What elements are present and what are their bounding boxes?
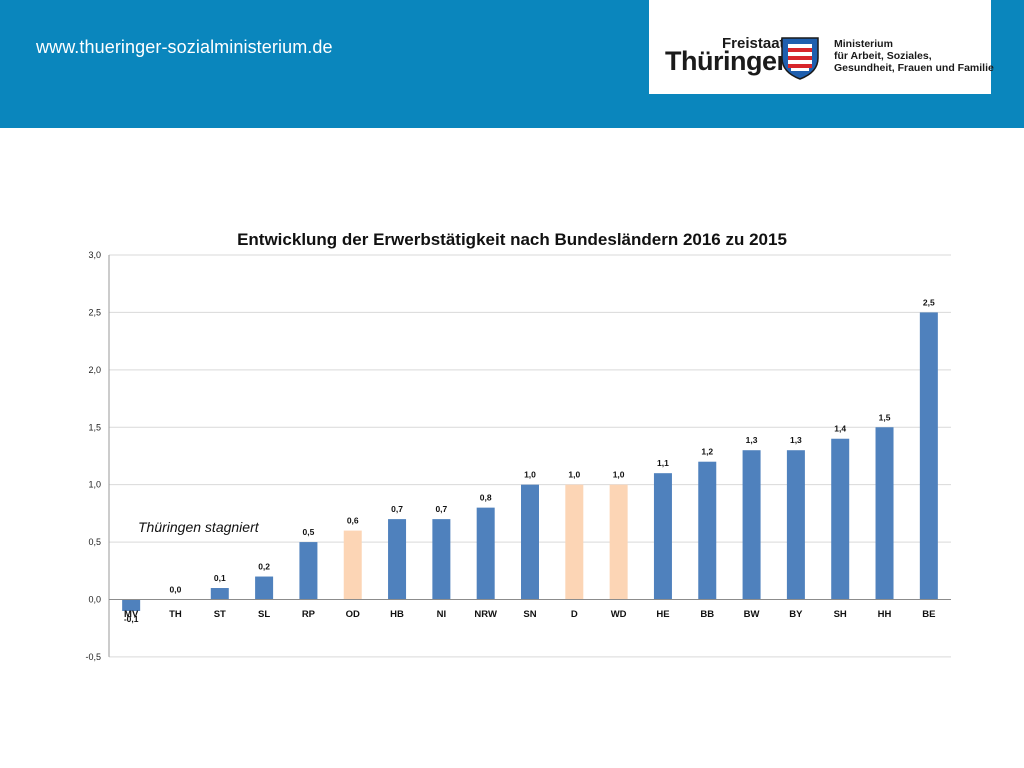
bar-he: [653, 473, 672, 600]
x-tick-label: RP: [302, 609, 316, 620]
bar-sl: [255, 576, 274, 600]
data-label: 0,5: [303, 527, 315, 537]
ministry-line: Gesundheit, Frauen und Familie: [834, 62, 994, 74]
bar-hh: [875, 427, 894, 600]
ministry-line: für Arbeit, Soziales,: [834, 50, 932, 62]
data-label: 1,3: [746, 435, 758, 445]
y-tick-label: 0,0: [88, 595, 101, 605]
ministry-line: Ministerium: [834, 38, 893, 50]
data-label: 0,7: [435, 504, 447, 514]
x-tick-label: BE: [922, 609, 935, 620]
y-tick-label: 2,5: [88, 307, 101, 317]
x-tick-label: BB: [700, 609, 714, 620]
data-label: -0,1: [124, 614, 139, 624]
x-tick-label: TH: [169, 609, 182, 620]
bar-ni: [432, 519, 451, 600]
y-tick-label: 1,5: [88, 422, 101, 432]
data-label: 1,3: [790, 435, 802, 445]
bar-sn: [521, 484, 539, 600]
data-label: 1,0: [524, 470, 536, 480]
bar-nrw: [476, 507, 495, 600]
x-tick-label: OD: [346, 609, 360, 620]
data-label: 0,7: [391, 504, 403, 514]
bar-d: [565, 484, 584, 600]
x-tick-label: WD: [611, 609, 627, 620]
bar-st: [210, 588, 229, 600]
data-label: 1,2: [701, 447, 713, 457]
logo-ministry-text: Ministerium für Arbeit, Soziales, Gesund…: [834, 38, 994, 74]
y-tick-label: 3,0: [88, 250, 101, 260]
bar-mv: [122, 599, 141, 611]
bar-bb: [698, 461, 717, 600]
data-label: 0,6: [347, 516, 359, 526]
logo-thueringen: Thüringen: [665, 46, 793, 76]
x-tick-label: D: [571, 609, 578, 620]
x-tick-label: MV: [124, 609, 139, 620]
chart-annotation: Thüringen stagniert: [138, 519, 260, 535]
data-label: 1,1: [657, 458, 669, 468]
bar-by: [786, 450, 805, 600]
x-tick-label: BY: [789, 609, 803, 620]
data-label: 1,5: [879, 412, 891, 422]
x-tick-label: SL: [258, 609, 270, 620]
x-tick-label: NRW: [474, 609, 497, 620]
x-tick-label: HH: [878, 609, 892, 620]
data-label: 1,4: [834, 424, 846, 434]
logo-freistaat: Freistaat: [722, 35, 785, 52]
y-tick-label: 2,0: [88, 365, 101, 375]
y-tick-label: -0,5: [85, 652, 101, 662]
data-label: 1,0: [613, 470, 625, 480]
bar-rp: [299, 542, 318, 600]
bar-bw: [742, 450, 761, 600]
x-tick-label: SN: [523, 609, 536, 620]
y-tick-label: 0,5: [88, 537, 101, 547]
bar-hb: [388, 519, 407, 600]
data-label: 1,0: [568, 470, 580, 480]
data-label: 0,1: [214, 573, 226, 583]
data-label: 0,0: [170, 585, 182, 595]
x-tick-label: HE: [656, 609, 669, 620]
bar-be: [919, 312, 938, 600]
x-tick-label: ST: [214, 609, 226, 620]
bar-sh: [831, 438, 850, 600]
y-tick-label: 1,0: [88, 480, 101, 490]
site-url-link[interactable]: www.thueringer-sozialministerium.de: [36, 37, 333, 57]
x-tick-label: BW: [744, 609, 760, 620]
x-tick-label: HB: [390, 609, 404, 620]
thuringia-coat-of-arms-icon: [781, 37, 819, 80]
logo-box: [649, 0, 991, 94]
x-tick-label: NI: [437, 609, 447, 620]
bar-wd: [609, 484, 628, 600]
data-label: 2,5: [923, 297, 935, 307]
chart-title: Entwicklung der Erwerbstätigkeit nach Bu…: [237, 230, 787, 249]
x-tick-label: SH: [834, 609, 847, 620]
data-label: 0,8: [480, 493, 492, 503]
data-label: 0,2: [258, 562, 270, 572]
bar-od: [343, 530, 362, 600]
